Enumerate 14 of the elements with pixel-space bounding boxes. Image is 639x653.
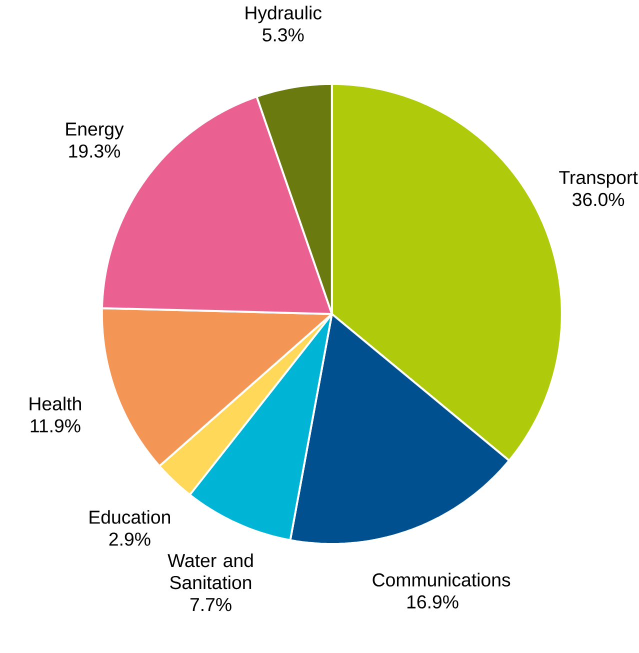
- slice-label: Health: [30, 396, 81, 410]
- data-label: 19.3%: [69, 144, 120, 158]
- slice-label: Education: [90, 510, 170, 524]
- data-label: 7.7%: [190, 598, 232, 612]
- data-label: 2.9%: [109, 532, 150, 546]
- slice-label: Energy: [66, 122, 124, 140]
- slice-label: Hydraulic: [246, 6, 322, 24]
- slice-label: Transport: [559, 171, 638, 188]
- slice-label: Communications: [372, 572, 510, 587]
- data-label: 5.3%: [262, 28, 304, 42]
- data-label: 16.9%: [407, 595, 458, 609]
- data-label: 36.0%: [572, 192, 624, 206]
- slice-label: Water and Sanitation: [168, 553, 253, 590]
- data-label: 11.9%: [30, 419, 80, 432]
